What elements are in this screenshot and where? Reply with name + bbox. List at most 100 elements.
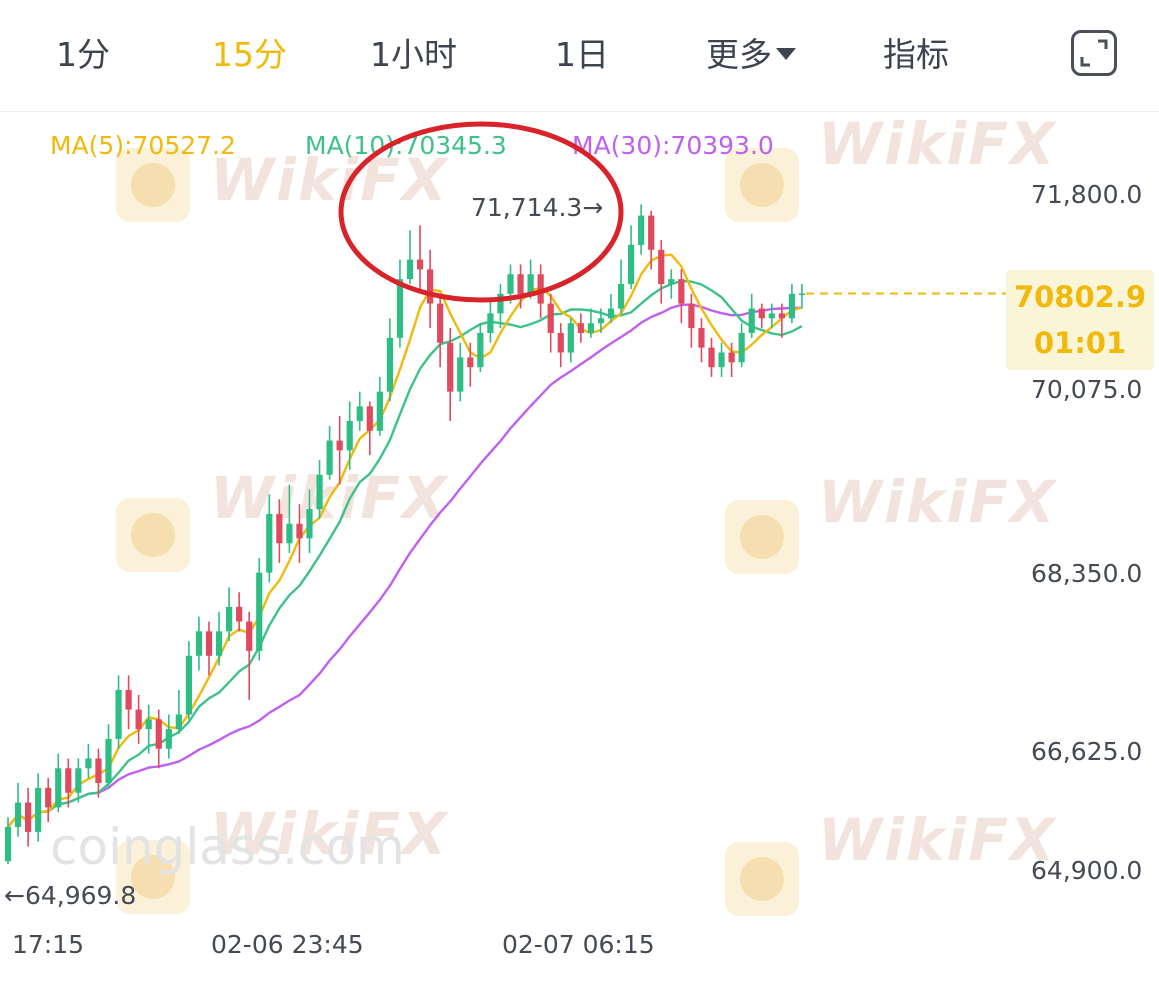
x-tick-label: 17:15 — [12, 930, 85, 959]
tab-15-minute[interactable]: 15分 — [212, 35, 287, 74]
tab-more[interactable]: 更多 — [706, 30, 796, 80]
y-tick-label: 71,800.0 — [1031, 180, 1143, 209]
candle-down — [246, 621, 253, 651]
wikifx-watermark: WikiFX — [210, 146, 449, 214]
candle-down — [366, 406, 373, 431]
x-tick-label: 02-06 23:45 — [211, 930, 364, 959]
candle-up — [507, 274, 514, 294]
candle-up — [286, 523, 293, 544]
candle-down — [296, 523, 303, 539]
candle-up — [185, 655, 192, 715]
candle-up — [386, 337, 393, 392]
y-tick-label: 66,625.0 — [1031, 737, 1143, 766]
ma10-line — [7, 279, 803, 828]
candle-up — [35, 787, 42, 832]
wikifx-watermark: WikiFX — [210, 800, 449, 868]
candle-down — [336, 440, 343, 451]
current-price: 70802.9 — [1013, 280, 1147, 314]
candle-down — [557, 332, 564, 353]
candle-up — [266, 513, 273, 573]
tab-1-day[interactable]: 1日 — [555, 35, 609, 74]
candle-up — [105, 738, 112, 783]
candle-up — [346, 421, 353, 451]
wikifx-watermark-logo — [725, 148, 799, 222]
highlight-circle — [338, 121, 624, 303]
candle-down — [276, 513, 283, 544]
y-tick-label: 70,075.0 — [1031, 375, 1143, 404]
tab-1-minute[interactable]: 1分 — [56, 35, 110, 74]
candle-down — [45, 787, 52, 808]
candle-up — [14, 802, 22, 827]
candle-up — [607, 308, 615, 319]
candle-up — [256, 572, 263, 651]
candle-up — [748, 308, 755, 333]
candle-up — [718, 352, 725, 368]
candle-down — [778, 313, 785, 319]
candle-up — [75, 768, 82, 793]
low-price-annotation: ←64,969.8 — [4, 881, 137, 910]
candle-up — [587, 323, 594, 333]
caret-down-icon — [776, 47, 796, 60]
y-tick-label: 64,900.0 — [1031, 856, 1143, 885]
wikifx-watermark-logo — [725, 842, 799, 916]
candle-down — [547, 303, 554, 333]
candle-up — [55, 768, 62, 808]
expand-icon[interactable] — [1071, 30, 1117, 76]
candle-down — [65, 768, 72, 793]
candle-down — [537, 274, 544, 304]
tab-more-label: 更多 — [706, 35, 772, 74]
candle-up — [226, 606, 233, 632]
tab-1-hour[interactable]: 1小时 — [370, 35, 457, 74]
wikifx-watermark-logo — [116, 148, 190, 222]
candle-up — [145, 719, 152, 730]
candle-down — [25, 802, 32, 832]
candle-down — [728, 352, 735, 363]
candle-up — [457, 357, 464, 392]
candle-down — [658, 249, 665, 285]
candle-down — [447, 342, 454, 392]
candle-up — [638, 215, 645, 245]
candle-up — [195, 631, 203, 656]
ma30-line — [7, 303, 802, 828]
candle-down — [205, 631, 213, 656]
candle-down — [236, 606, 243, 622]
candle-up — [738, 332, 745, 363]
candle-up — [497, 293, 504, 314]
candle-up — [788, 293, 795, 319]
candle-up — [487, 313, 494, 333]
candle-down — [708, 347, 715, 368]
candle-up — [628, 244, 635, 285]
candle-down — [758, 308, 765, 319]
wikifx-watermark-logo — [116, 840, 190, 914]
candle-down — [467, 357, 474, 368]
candle-down — [688, 303, 695, 329]
candle-up — [668, 279, 675, 285]
candle-up — [316, 474, 323, 510]
wikifx-watermark-logo — [116, 498, 190, 572]
candle-down — [517, 274, 524, 294]
y-tick-label: 68,350.0 — [1031, 559, 1143, 588]
candle-down — [95, 758, 102, 783]
candle-up — [477, 332, 484, 368]
interval-tab-bar: 1分 15分 1小时 1日 更多 指标 — [0, 0, 1159, 112]
candle-up — [768, 313, 775, 319]
candle-down — [678, 279, 685, 304]
wikifx-watermark: WikiFX — [818, 110, 1057, 178]
candle-up — [376, 391, 383, 431]
candle-down — [416, 259, 424, 270]
tab-indicators[interactable]: 指标 — [883, 35, 949, 74]
coinglass-watermark: coinglass.com — [50, 818, 405, 876]
candle-up — [617, 284, 625, 309]
candle-down — [427, 269, 434, 304]
x-tick-label: 02-07 06:15 — [502, 930, 655, 959]
ma5-legend: MA(5):70527.2 — [50, 131, 236, 160]
wikifx-watermark: WikiFX — [818, 468, 1057, 536]
candle-down — [125, 690, 132, 710]
ma5-line — [7, 253, 803, 828]
candle-up — [115, 690, 122, 739]
candle-up — [798, 293, 806, 296]
candle-countdown: 01:01 — [1033, 326, 1127, 360]
candle-up — [396, 279, 404, 338]
candle-down — [135, 709, 142, 730]
